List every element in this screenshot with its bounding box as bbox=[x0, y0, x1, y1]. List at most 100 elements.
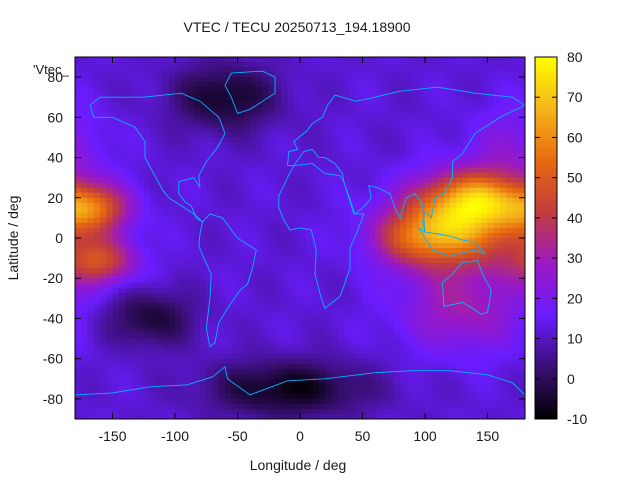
heat-cell bbox=[268, 137, 276, 144]
heat-cell bbox=[312, 107, 320, 113]
heat-cell bbox=[281, 112, 289, 118]
heat-cell bbox=[118, 82, 126, 88]
heat-cell bbox=[362, 132, 370, 139]
heat-cell bbox=[187, 318, 195, 325]
heat-cell bbox=[381, 117, 389, 123]
heat-cell bbox=[318, 177, 326, 184]
heat-cell bbox=[487, 152, 495, 159]
heat-cell bbox=[412, 363, 420, 370]
heat-cell bbox=[506, 127, 514, 134]
heat-cell bbox=[512, 273, 520, 279]
heat-cell bbox=[106, 147, 114, 154]
heat-cell bbox=[106, 398, 114, 405]
heat-cell bbox=[512, 313, 520, 320]
heat-cell bbox=[350, 87, 357, 93]
heat-cell bbox=[387, 207, 395, 214]
heat-cell bbox=[225, 328, 232, 335]
heat-cell bbox=[331, 258, 339, 264]
heat-cell bbox=[443, 97, 451, 103]
heat-cell bbox=[462, 92, 470, 98]
heat-cell bbox=[406, 293, 414, 299]
heat-cell bbox=[431, 172, 439, 179]
heat-cell bbox=[181, 157, 189, 164]
heat-cell bbox=[106, 92, 114, 98]
heat-cell bbox=[168, 132, 176, 139]
heat-cell bbox=[375, 313, 382, 320]
heat-cell bbox=[168, 303, 176, 309]
heat-cell bbox=[262, 82, 270, 88]
heat-cell bbox=[106, 353, 114, 360]
heat-cell bbox=[506, 222, 514, 229]
heat-cell bbox=[343, 308, 351, 315]
heat-cell bbox=[231, 283, 239, 289]
heat-cell bbox=[487, 303, 495, 309]
heat-cell bbox=[187, 268, 195, 274]
heat-cell bbox=[381, 383, 389, 390]
heat-cell bbox=[400, 207, 407, 214]
heat-cell bbox=[225, 127, 232, 134]
heat-cell bbox=[475, 348, 482, 355]
heat-cell bbox=[343, 333, 351, 340]
heat-cell bbox=[218, 403, 226, 410]
heat-cell bbox=[150, 258, 157, 264]
heat-cell bbox=[437, 278, 445, 284]
heat-cell bbox=[243, 92, 251, 98]
heat-cell bbox=[406, 217, 414, 224]
heat-cell bbox=[187, 167, 195, 174]
heat-cell bbox=[312, 167, 320, 174]
heat-cell bbox=[250, 177, 257, 184]
heat-cell bbox=[431, 263, 439, 269]
heat-cell bbox=[337, 152, 345, 159]
heat-cell bbox=[162, 373, 170, 380]
heat-cell bbox=[462, 57, 470, 63]
heat-cell bbox=[450, 187, 457, 194]
heat-cell bbox=[268, 167, 276, 174]
heat-cell bbox=[306, 328, 314, 335]
heat-cell bbox=[200, 137, 207, 144]
heat-cell bbox=[331, 288, 339, 294]
heat-cell bbox=[293, 358, 301, 365]
heat-cell bbox=[175, 328, 182, 335]
heat-cell bbox=[450, 243, 457, 249]
heat-cell bbox=[306, 343, 314, 350]
heat-cell bbox=[137, 353, 145, 360]
heat-cell bbox=[487, 343, 495, 350]
heat-cell bbox=[87, 67, 95, 73]
heat-cell bbox=[425, 227, 432, 234]
heat-cell bbox=[393, 232, 401, 239]
heat-cell bbox=[512, 268, 520, 274]
heat-cell bbox=[243, 142, 251, 149]
heat-cell bbox=[137, 182, 145, 189]
heat-cell bbox=[456, 197, 464, 204]
heat-cell bbox=[218, 97, 226, 103]
heat-cell bbox=[81, 298, 89, 304]
heat-cell bbox=[512, 283, 520, 289]
heat-cell bbox=[325, 212, 332, 219]
heat-cell bbox=[100, 348, 107, 355]
heat-cell bbox=[493, 117, 501, 123]
heat-cell bbox=[100, 202, 107, 209]
heat-cell bbox=[206, 222, 214, 229]
heat-cell bbox=[375, 72, 382, 78]
heat-cell bbox=[200, 112, 207, 118]
heat-cell bbox=[506, 187, 514, 194]
heat-cell bbox=[100, 313, 107, 320]
heat-cell bbox=[375, 157, 382, 164]
heat-cell bbox=[381, 388, 389, 395]
heat-cell bbox=[156, 258, 164, 264]
heat-cell bbox=[518, 202, 525, 209]
heat-cell bbox=[475, 333, 482, 340]
heat-cell bbox=[293, 383, 301, 390]
heat-cell bbox=[281, 308, 289, 315]
heat-cell bbox=[425, 102, 432, 108]
heat-cell bbox=[256, 293, 264, 299]
heat-cell bbox=[75, 82, 82, 88]
heat-cell bbox=[400, 318, 407, 325]
heat-cell bbox=[456, 132, 464, 139]
heat-cell bbox=[231, 383, 239, 390]
heat-cell bbox=[75, 263, 82, 269]
heat-cell bbox=[487, 187, 495, 194]
heat-cell bbox=[443, 82, 451, 88]
heat-cell bbox=[106, 318, 114, 325]
heat-cell bbox=[468, 97, 476, 103]
